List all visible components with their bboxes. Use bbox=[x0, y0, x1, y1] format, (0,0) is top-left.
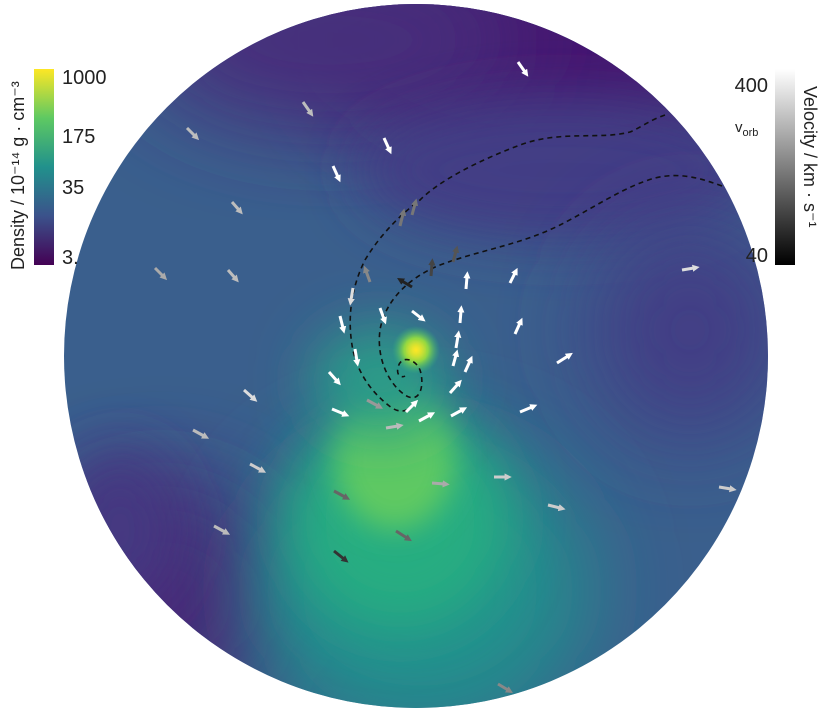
velocity-arrow bbox=[463, 271, 471, 290]
density-tick-label: 35 bbox=[62, 177, 84, 199]
density-colorbar-title: Density / 10⁻¹⁴ g · cm⁻³ bbox=[8, 81, 28, 270]
velocity-colorbar: 400 40 vorb Velocity / km · s⁻¹ bbox=[735, 69, 820, 267]
velocity-arrow bbox=[431, 480, 450, 488]
density-map bbox=[64, 4, 768, 708]
velocity-arrow bbox=[404, 399, 419, 414]
velocity-arrow bbox=[213, 524, 231, 535]
velocity-arrow bbox=[366, 398, 384, 409]
velocity-arrow bbox=[192, 428, 210, 439]
velocity-colorbar-title: Velocity / km · s⁻¹ bbox=[800, 86, 820, 228]
velocity-arrow bbox=[353, 348, 361, 367]
velocity-colorbar-gradient bbox=[775, 69, 795, 265]
velocity-arrow bbox=[519, 404, 538, 414]
vorb-marker-label: vorb bbox=[735, 119, 758, 139]
velocity-arrow bbox=[363, 265, 372, 283]
velocity-arrow bbox=[338, 315, 347, 334]
velocity-arrow bbox=[418, 412, 436, 423]
velocity-arrow bbox=[378, 307, 387, 325]
velocity-arrow bbox=[454, 330, 462, 349]
velocity-arrow bbox=[327, 371, 341, 386]
dashed-boundary-curve-outer bbox=[349, 114, 666, 412]
velocity-arrows bbox=[153, 61, 737, 693]
velocity-arrow bbox=[718, 485, 737, 493]
velocity-arrow bbox=[301, 101, 314, 117]
velocity-arrow bbox=[681, 264, 700, 272]
velocity-arrow bbox=[395, 529, 412, 542]
velocity-tick-label: 40 bbox=[746, 245, 768, 267]
dashed-boundary-curve bbox=[378, 174, 723, 399]
velocity-arrow bbox=[556, 352, 573, 365]
density-colorbar: 1000 175 35 3. Density / 10⁻¹⁴ g · cm⁻³ bbox=[8, 67, 107, 270]
velocity-arrow bbox=[398, 208, 407, 227]
velocity-arrow bbox=[410, 198, 419, 216]
velocity-arrow bbox=[451, 245, 460, 263]
velocity-arrow bbox=[428, 258, 436, 277]
velocity-arrow bbox=[249, 462, 267, 473]
velocity-arrow bbox=[411, 309, 426, 322]
velocity-arrow bbox=[382, 137, 392, 155]
density-colorbar-gradient bbox=[34, 69, 54, 265]
velocity-arrow bbox=[450, 407, 468, 418]
velocity-arrow bbox=[513, 317, 523, 335]
velocity-arrow bbox=[508, 267, 518, 284]
density-tick-label: 175 bbox=[62, 126, 95, 148]
velocity-arrow bbox=[463, 355, 473, 373]
velocity-arrow bbox=[547, 503, 566, 512]
velocity-arrow bbox=[333, 549, 349, 563]
velocity-tick-label: 400 bbox=[735, 75, 768, 97]
velocity-arrow bbox=[497, 682, 513, 693]
velocity-arrow bbox=[153, 266, 168, 281]
velocity-arrow bbox=[243, 388, 258, 402]
velocity-arrow bbox=[331, 165, 341, 183]
velocity-arrow bbox=[448, 379, 462, 394]
density-tick-label: 1000 bbox=[62, 67, 107, 89]
velocity-arrow bbox=[385, 422, 404, 430]
velocity-arrow bbox=[516, 61, 529, 77]
velocity-arrow bbox=[451, 349, 460, 367]
velocity-arrow bbox=[185, 126, 200, 141]
velocity-arrow bbox=[397, 278, 413, 289]
velocity-arrow bbox=[347, 287, 355, 306]
density-tick-label: 3. bbox=[62, 247, 79, 269]
velocity-arrow bbox=[457, 305, 465, 324]
velocity-arrow bbox=[230, 201, 243, 215]
velocity-arrow bbox=[331, 407, 350, 417]
velocity-arrow bbox=[333, 489, 351, 500]
velocity-arrow bbox=[226, 269, 239, 283]
